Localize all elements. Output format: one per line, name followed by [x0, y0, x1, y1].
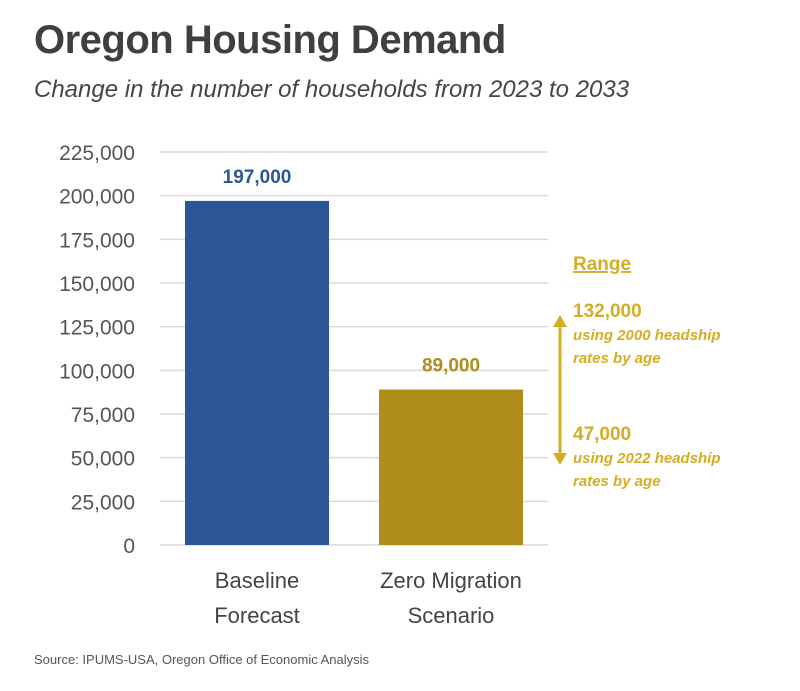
x-tick-label: Forecast	[214, 603, 300, 628]
y-tick-label: 225,000	[59, 142, 135, 165]
data-label: 197,000	[223, 167, 292, 188]
y-tick-label: 125,000	[59, 317, 135, 340]
range-high-value: 132,000	[573, 301, 642, 322]
y-tick-label: 50,000	[71, 448, 135, 471]
y-tick-label: 0	[123, 535, 135, 558]
bar	[185, 200, 329, 545]
y-tick-label: 200,000	[59, 186, 135, 209]
y-tick-label: 25,000	[71, 491, 135, 514]
source-note: Source: IPUMS-USA, Oregon Office of Econ…	[34, 652, 370, 667]
chart-subtitle: Change in the number of households from …	[34, 76, 630, 103]
range-low-note: rates by age	[573, 473, 661, 490]
range-arrow-up-head	[553, 315, 567, 327]
range-high-note: using 2000 headship	[573, 327, 721, 344]
y-tick-label: 100,000	[59, 360, 135, 383]
range-high-note: rates by age	[573, 350, 661, 367]
x-tick-label: Zero Migration	[380, 568, 522, 593]
range-arrow-down-head	[553, 453, 567, 465]
range-low-value: 47,000	[573, 424, 631, 445]
chart-title: Oregon Housing Demand	[34, 18, 506, 62]
data-label: 89,000	[422, 356, 480, 377]
range-title: Range	[573, 254, 631, 275]
y-tick-label: 175,000	[59, 229, 135, 252]
bar	[379, 389, 523, 545]
y-tick-label: 75,000	[71, 404, 135, 427]
y-tick-label: 150,000	[59, 273, 135, 296]
x-tick-label: Baseline	[215, 568, 299, 593]
x-tick-label: Scenario	[408, 603, 495, 628]
range-low-note: using 2022 headship	[573, 450, 721, 467]
